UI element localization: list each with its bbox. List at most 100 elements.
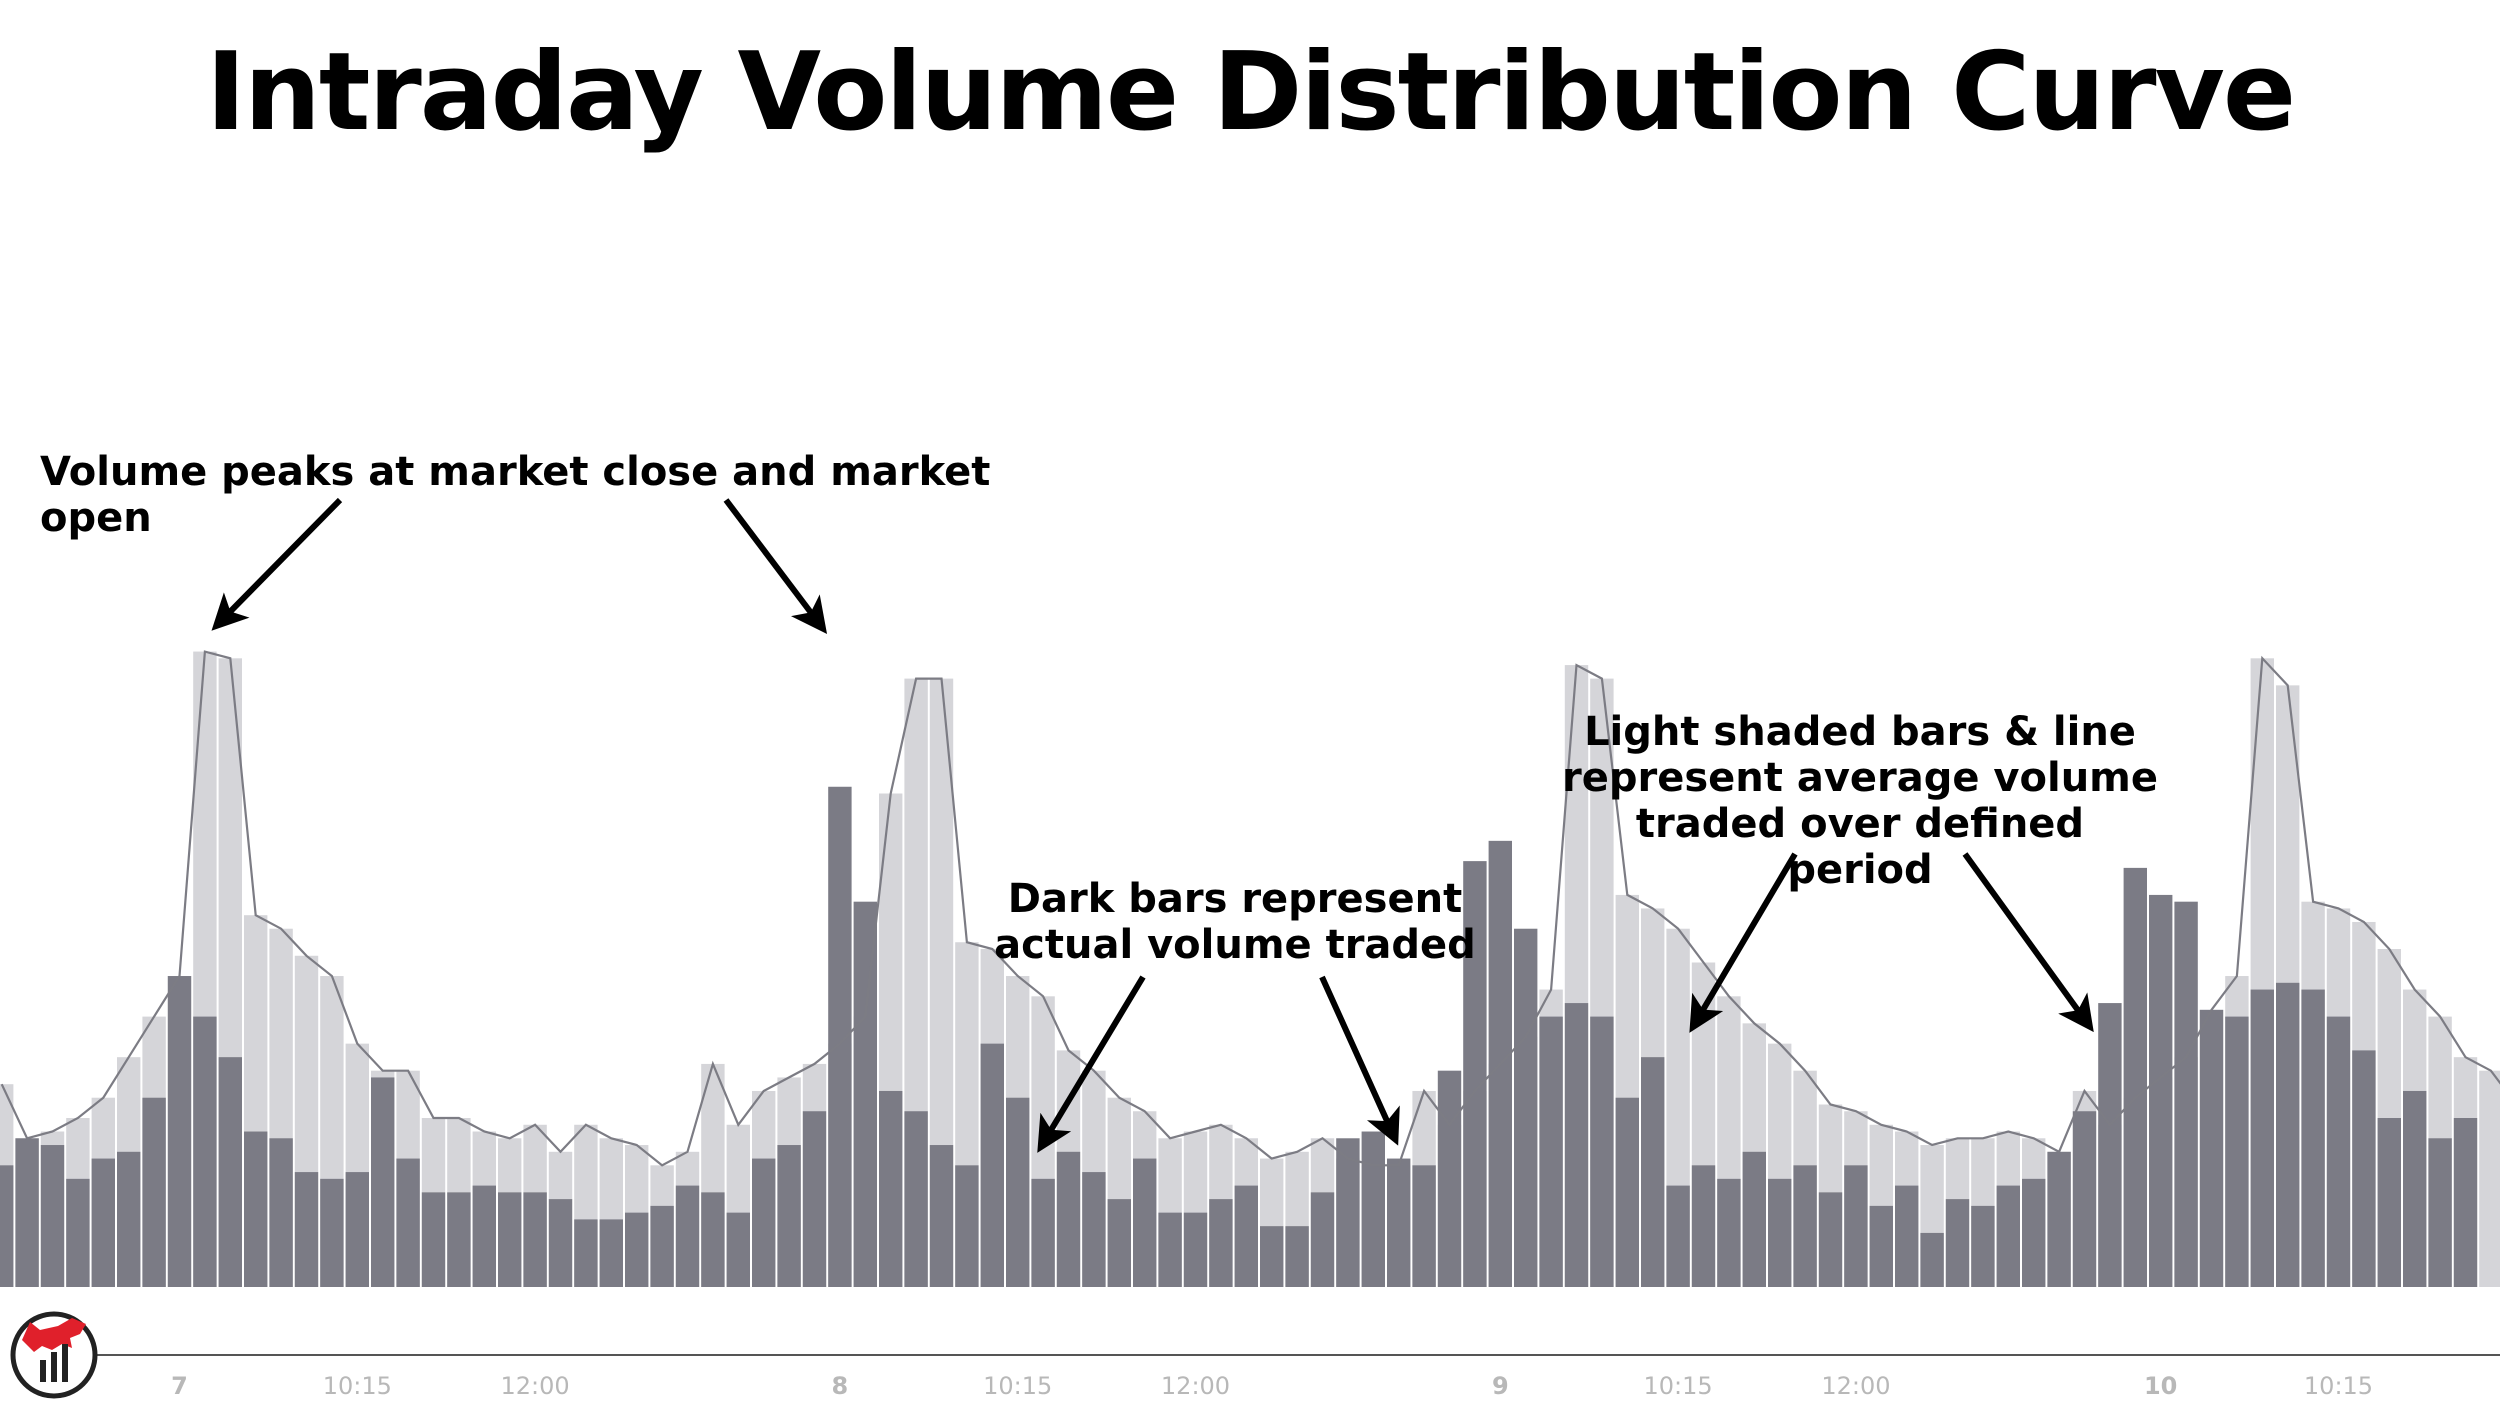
actual-volume-bar — [40, 1145, 65, 1287]
annotation-peaks: Volume peaks at market close and market … — [40, 449, 991, 541]
x-tick-time-label: 10:15 — [2304, 1372, 2373, 1400]
actual-volume-bars — [0, 786, 2478, 1287]
actual-volume-bar — [726, 1212, 750, 1287]
actual-volume-bar — [0, 1165, 14, 1287]
actual-volume-bar — [1564, 1003, 1589, 1287]
actual-volume-bar — [1895, 1185, 1919, 1287]
actual-volume-bar — [1844, 1165, 1868, 1287]
actual-volume-bar — [980, 1043, 1004, 1287]
actual-volume-bar — [1539, 1016, 1563, 1287]
actual-volume-bar — [2276, 982, 2300, 1287]
actual-volume-bar — [1818, 1192, 1843, 1287]
actual-volume-bar — [2072, 1111, 2097, 1287]
actual-volume-bar — [1310, 1192, 1335, 1287]
actual-volume-bar — [320, 1178, 344, 1287]
actual-volume-bar — [828, 786, 852, 1287]
actual-volume-bar — [1361, 1131, 1385, 1287]
actual-volume-bar — [66, 1178, 90, 1287]
actual-volume-bar — [1006, 1097, 1030, 1287]
actual-volume-bar — [2326, 1016, 2351, 1287]
arrow-light-right — [1962, 852, 2094, 1033]
actual-volume-bar — [498, 1192, 522, 1287]
actual-volume-bar — [1234, 1185, 1258, 1287]
actual-volume-bar — [1691, 1165, 1716, 1287]
actual-volume-bar — [1260, 1226, 1284, 1287]
x-tick-time-label: 10:15 — [983, 1372, 1052, 1400]
actual-volume-bar — [599, 1219, 623, 1287]
actual-volume-bar — [1463, 861, 1487, 1287]
actual-volume-bar — [523, 1192, 547, 1287]
actual-volume-bar — [244, 1131, 268, 1287]
actual-volume-bar — [396, 1158, 420, 1287]
actual-volume-bar — [1412, 1165, 1436, 1287]
actual-volume-bar — [2453, 1118, 2478, 1287]
average-volume-line — [0, 650, 2500, 1167]
average-volume-bar — [2479, 1070, 2500, 1287]
x-axis-ticks: 7 10:15 12:00 8 10:15 12:00 9 10:15 12:00 10 10:15 — [171, 1372, 2373, 1400]
actual-volume-bar — [421, 1192, 446, 1287]
x-tick-time-label: 12:00 — [1821, 1372, 1890, 1400]
actual-volume-bar — [1641, 1057, 1665, 1287]
actual-volume-bar — [2098, 1003, 2122, 1287]
actual-volume-bar — [701, 1192, 725, 1287]
annotation-light-line-3: traded over defined period — [1635, 801, 2085, 893]
actual-volume-bar — [1133, 1158, 1157, 1287]
actual-volume-bar — [1920, 1232, 1944, 1287]
actual-volume-bar — [2225, 1016, 2249, 1287]
actual-volume-bar — [2428, 1138, 2452, 1287]
annotation-dark-line-1: Dark bars represent — [1007, 876, 1463, 922]
actual-volume-bar — [193, 1016, 217, 1287]
actual-volume-bar — [1666, 1185, 1690, 1287]
actual-volume-bar — [472, 1185, 496, 1287]
actual-volume-bar — [1082, 1172, 1106, 1287]
actual-volume-bar — [752, 1158, 776, 1287]
actual-volume-bar — [879, 1090, 903, 1287]
actual-volume-bar — [955, 1165, 979, 1287]
actual-volume-bar — [167, 976, 192, 1287]
annotation-dark-bars: Dark bars represent actual volume traded — [990, 876, 1480, 968]
actual-volume-bar — [91, 1158, 115, 1287]
actual-volume-bar — [294, 1172, 319, 1287]
actual-volume-bar — [1437, 1070, 1462, 1287]
actual-volume-bar — [2174, 901, 2198, 1287]
actual-volume-bar — [269, 1138, 293, 1287]
bull-chart-logo-icon — [10, 1311, 98, 1399]
x-tick-day-label: 8 — [832, 1372, 849, 1400]
annotation-light-bars: Light shaded bars & line represent avera… — [1560, 709, 2160, 893]
average-volume-bar — [929, 678, 954, 1287]
x-tick-day-label: 9 — [1492, 1372, 1509, 1400]
actual-volume-bar — [2199, 1009, 2224, 1287]
actual-volume-bar — [2047, 1151, 2071, 1287]
x-tick-time-label: 12:00 — [1161, 1372, 1230, 1400]
actual-volume-bar — [2022, 1178, 2046, 1287]
arrow-dark-right — [1319, 975, 1400, 1146]
actual-volume-bar — [371, 1077, 395, 1287]
actual-volume-bar — [853, 901, 877, 1287]
actual-volume-bar — [625, 1212, 649, 1287]
actual-volume-bar — [2250, 989, 2274, 1287]
actual-volume-bar — [1514, 928, 1538, 1287]
actual-volume-bar — [1996, 1185, 2020, 1287]
annotation-light-line-2: represent average volume — [1562, 755, 2158, 801]
actual-volume-bar — [1615, 1097, 1639, 1287]
x-tick-day-label: 7 — [171, 1372, 188, 1400]
actual-volume-bar — [218, 1057, 242, 1287]
arrow-light-left — [1689, 852, 1798, 1033]
actual-volume-bar — [1336, 1138, 1360, 1287]
actual-volume-bar — [1183, 1212, 1208, 1287]
actual-volume-bar — [904, 1111, 928, 1287]
actual-volume-bar — [1031, 1178, 1055, 1287]
x-tick-time-label: 10:15 — [1644, 1372, 1713, 1400]
x-tick-day-label: 10 — [2144, 1372, 2177, 1400]
actual-volume-bar — [117, 1151, 141, 1287]
actual-volume-bar — [2352, 1050, 2376, 1287]
actual-volume-bar — [802, 1111, 827, 1287]
actual-volume-bar — [2301, 989, 2325, 1287]
actual-volume-bar — [1056, 1151, 1081, 1287]
actual-volume-bar — [1107, 1199, 1131, 1287]
actual-volume-bar — [929, 1145, 954, 1287]
chart-title: Intraday Volume Distribution Curve — [205, 30, 2296, 155]
actual-volume-bar — [1742, 1151, 1766, 1287]
actual-volume-bar — [1768, 1178, 1792, 1287]
